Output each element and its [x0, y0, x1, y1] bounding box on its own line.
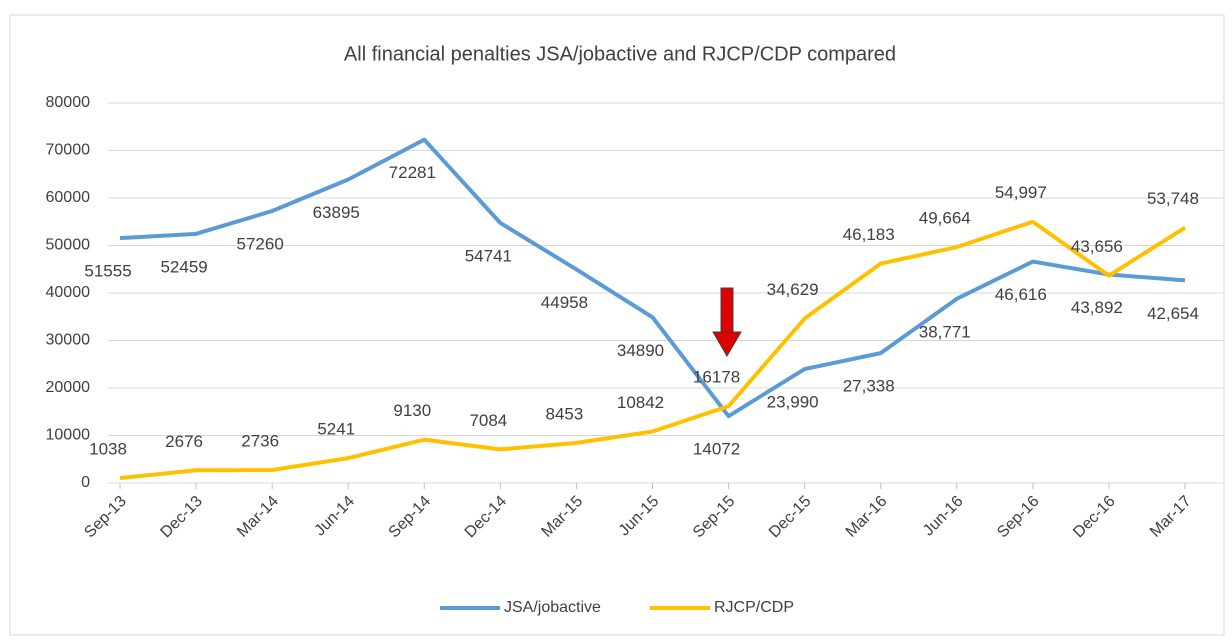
data-label: 43,892	[1071, 298, 1123, 317]
data-label: 51555	[84, 262, 131, 281]
data-label: 54741	[465, 246, 512, 265]
data-label: 63895	[313, 203, 360, 222]
y-tick-label: 10000	[46, 427, 91, 444]
data-label: 34,629	[767, 280, 819, 299]
y-tick-label: 70000	[46, 142, 91, 159]
data-label: 46,183	[843, 225, 895, 244]
y-tick-label: 40000	[46, 284, 91, 301]
y-tick-label: 50000	[46, 237, 91, 254]
data-label: 44958	[541, 293, 588, 312]
data-label: 5241	[317, 420, 355, 439]
data-label: 72281	[389, 163, 436, 182]
data-label: 43,656	[1071, 237, 1123, 256]
data-label: 2736	[241, 431, 279, 450]
data-label: 27,338	[843, 377, 895, 396]
y-tick-label: 20000	[46, 379, 91, 396]
arrow-annotation	[712, 287, 742, 357]
data-label: 16178	[693, 368, 740, 387]
line	[119, 219, 1187, 481]
data-label: 23,990	[767, 393, 819, 412]
data-label: 57260	[237, 234, 284, 253]
y-tick-label: 0	[81, 474, 90, 491]
data-label: 42,654	[1147, 304, 1199, 323]
y-tick-label: 30000	[46, 332, 91, 349]
data-label: 9130	[393, 401, 431, 420]
data-label: 38,771	[919, 322, 971, 341]
data-label: 54,997	[995, 183, 1047, 202]
data-label: 46,616	[995, 285, 1047, 304]
data-label: 53,748	[1147, 189, 1199, 208]
data-label: 14072	[693, 440, 740, 459]
data-label: 1038	[89, 440, 127, 459]
line	[119, 137, 1186, 419]
data-label: 10842	[617, 393, 664, 412]
data-label: 2676	[165, 432, 203, 451]
y-tick-label: 80000	[46, 94, 91, 111]
chart-title: All financial penalties JSA/jobactive an…	[344, 43, 896, 65]
data-label: 49,664	[919, 209, 971, 228]
data-label: 7084	[469, 411, 507, 430]
chart-border	[9, 14, 1225, 636]
legend-label: JSA/jobactive	[504, 599, 601, 616]
data-label: 34890	[617, 341, 664, 360]
data-label: 8453	[546, 404, 584, 423]
data-label: 52459	[160, 257, 207, 276]
legend-label: RJCP/CDP	[714, 599, 794, 616]
y-tick-label: 60000	[46, 189, 91, 206]
